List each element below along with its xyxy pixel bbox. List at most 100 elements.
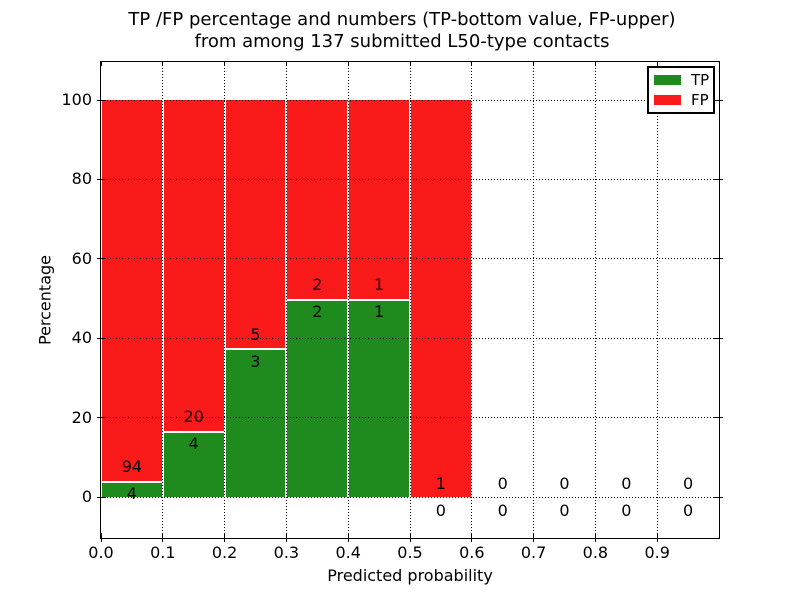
x-tickmark-top — [533, 61, 535, 66]
x-tick-label: 0.9 — [644, 543, 670, 562]
bar-count-label-tp: 0 — [683, 500, 694, 520]
legend-tp-label: TP — [691, 70, 710, 89]
tickmarks-layer — [97, 61, 723, 542]
y-tickmark-left — [97, 337, 106, 339]
x-tick-label: 0.0 — [88, 543, 114, 562]
bar-count-label-tp: 0 — [621, 500, 632, 520]
x-tickmark-top — [100, 61, 102, 66]
v-gridline — [594, 62, 596, 538]
x-tickmark-top — [224, 61, 226, 66]
bar-segment-tp — [163, 430, 224, 497]
bar-count-label-fp: 0 — [559, 473, 570, 493]
bar-count-label-fp: 94 — [121, 457, 143, 477]
bar-count-label-fp: 5 — [250, 324, 261, 344]
v-gridline — [347, 62, 349, 538]
bar-segment-fp — [349, 100, 409, 299]
bar-count-label-fp: 0 — [683, 473, 694, 493]
bar-count-label-fp: 1 — [374, 275, 385, 294]
y-tickmark-left — [97, 417, 106, 419]
x-tick-label: 0.3 — [273, 543, 300, 562]
bar-count-labels-layer: 94 4 20 4 5 3 2 2 1 1 1 0 0 0 0 0 0 0 0 0 — [101, 62, 719, 538]
x-tick-label: 0.8 — [582, 543, 609, 562]
bar-count-label-tp: 4 — [126, 484, 137, 504]
bar-count-label-tp: 0 — [435, 500, 446, 520]
x-tick-label: 0.1 — [150, 543, 176, 562]
bar-count-label-tp: 3 — [250, 351, 261, 371]
x-tickmark-bottom — [533, 533, 535, 542]
x-tick-label: 0.4 — [335, 543, 361, 562]
bar-count-label-tp: 4 — [188, 434, 199, 454]
legend-fp-label: FP — [691, 90, 709, 109]
bar-count-label-tp: 0 — [559, 500, 570, 520]
v-gridline — [471, 62, 473, 538]
y-tick-label: 100 — [61, 90, 92, 109]
x-tick-label: 0.5 — [397, 543, 423, 562]
x-tickmark-bottom — [100, 533, 102, 542]
x-tick-label: 0.6 — [459, 543, 485, 562]
bar-segment-tp — [349, 298, 409, 497]
legend-tp-swatch-icon — [654, 75, 681, 85]
y-tickmark-left — [97, 496, 106, 498]
x-tick-label: 0.2 — [211, 543, 238, 562]
y-tick-label: 60 — [71, 248, 92, 268]
v-gridline — [162, 62, 164, 538]
v-gridline — [533, 62, 535, 538]
x-tickmark-bottom — [285, 533, 287, 542]
v-gridline — [285, 62, 287, 538]
x-tickmark-top — [162, 61, 164, 66]
y-tickmark-right — [714, 337, 723, 339]
y-tickmark-left — [97, 178, 106, 180]
bar-segment-tp — [225, 348, 286, 497]
legend-entry-tp: TP — [654, 70, 713, 89]
grid-layer — [101, 62, 719, 538]
bar-segment-fp — [411, 100, 471, 497]
y-tick-label: 40 — [71, 328, 92, 348]
y-tickmark-right — [714, 417, 723, 419]
bars-layer — [101, 62, 719, 538]
y-tick-label: 80 — [71, 169, 92, 189]
x-tickmark-top — [347, 61, 349, 66]
x-tickmark-top — [594, 61, 596, 66]
plot-area: 94 4 20 4 5 3 2 2 1 1 1 0 0 0 0 0 0 0 0 0 — [97, 61, 723, 542]
x-tickmark-bottom — [162, 533, 164, 542]
x-tickmark-top — [409, 61, 411, 66]
y-tickmark-right — [714, 258, 723, 260]
bar-count-label-tp: 1 — [374, 302, 385, 321]
legend-entry-fp: FP — [654, 90, 713, 109]
x-tickmark-bottom — [347, 533, 349, 542]
bar-segment-tp — [102, 480, 162, 497]
bar-count-label-fp: 2 — [312, 275, 323, 294]
y-tickmark-right — [714, 178, 723, 180]
x-tickmark-top — [471, 61, 473, 66]
x-tickmark-bottom — [656, 533, 658, 542]
x-tickmark-bottom — [594, 533, 596, 542]
x-tick-label: 0.7 — [520, 543, 547, 562]
x-tickmark-top — [285, 61, 287, 66]
chart-title-line-1: TP /FP percentage and numbers (TP-bottom… — [128, 9, 676, 30]
bar-count-label-tp: 0 — [497, 500, 508, 520]
bar-segment-fp — [163, 100, 224, 431]
x-tickmark-top — [656, 61, 658, 66]
bar-count-label-fp: 0 — [497, 473, 508, 493]
bar-count-label-fp: 1 — [435, 473, 446, 493]
bar-segment-fp — [287, 100, 348, 299]
legend-fp-swatch-icon — [654, 95, 681, 105]
x-tickmark-bottom — [409, 533, 411, 542]
legend: TP FP — [647, 66, 715, 114]
bar-count-label-tp: 2 — [312, 302, 323, 321]
bar-count-label-fp: 0 — [621, 473, 632, 493]
v-gridline — [224, 62, 226, 538]
v-gridline — [409, 62, 411, 538]
bar-count-label-fp: 20 — [183, 407, 204, 427]
bar-segment-tp — [287, 298, 348, 497]
y-tick-label: 0 — [81, 487, 92, 506]
v-gridline — [656, 62, 658, 538]
x-axis-label: Predicted probability — [327, 566, 493, 585]
y-tickmark-right — [714, 99, 723, 101]
bar-segment-fp — [225, 100, 286, 349]
chart-title-line-2: from among 137 submitted L50-type contac… — [194, 31, 610, 52]
y-tickmark-right — [714, 496, 723, 498]
x-tickmark-bottom — [224, 533, 226, 542]
y-tick-label: 20 — [71, 407, 92, 427]
